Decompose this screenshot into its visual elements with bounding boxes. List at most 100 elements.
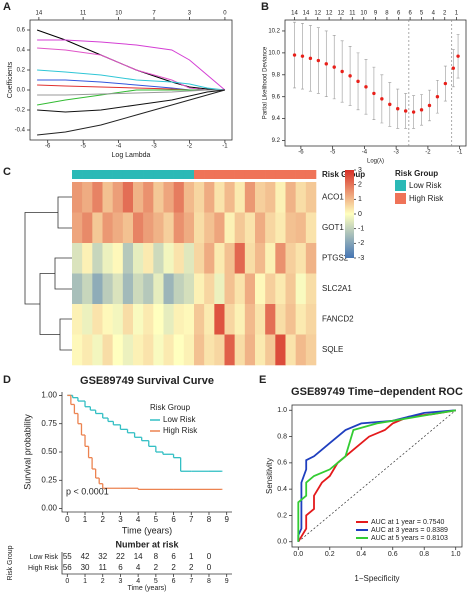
x-tick-label: 0.4 — [356, 551, 366, 558]
chart-title: GSE89749 Survival Curve — [80, 375, 214, 387]
top-tick-label: 4 — [432, 11, 436, 17]
cv-point — [348, 74, 352, 78]
heat-cell — [133, 243, 144, 274]
heat-cell — [133, 273, 144, 305]
colorbar-label: 3 — [358, 167, 362, 174]
risk-count: 2 — [171, 563, 176, 572]
heat-cell — [224, 182, 235, 213]
heat-cell — [194, 182, 205, 213]
heat-cell — [173, 273, 185, 305]
heat-cell — [305, 212, 317, 244]
annotation-label: Risk Group — [322, 170, 365, 179]
cv-point — [380, 97, 384, 101]
top-tick-label: 14 — [291, 11, 298, 17]
heat-cell — [163, 212, 174, 244]
risk-count: 42 — [81, 552, 90, 561]
heat-cell — [305, 273, 317, 305]
coef-path — [37, 89, 225, 113]
heat-cell — [285, 212, 296, 244]
colorbar — [345, 170, 354, 258]
x-tick-label: 0.6 — [388, 551, 398, 558]
colorbar-label: 0 — [358, 211, 362, 218]
cv-point — [435, 94, 440, 99]
risk-count: 6 — [118, 563, 123, 572]
x-tick-label: -5 — [80, 144, 86, 150]
heat-cell — [244, 334, 256, 366]
heat-cell — [194, 334, 205, 366]
group-cell — [194, 170, 205, 179]
heat-cell — [72, 182, 83, 213]
heat-cell — [234, 243, 246, 274]
x-tick-label: -3 — [151, 144, 157, 150]
group-cell — [295, 170, 307, 179]
top-tick-label: 12 — [314, 11, 321, 17]
top-tick-label: 7 — [152, 11, 156, 17]
cv-point — [308, 56, 313, 61]
heat-cell — [72, 304, 83, 335]
heat-cell — [285, 243, 296, 274]
axis-line — [61, 552, 232, 575]
x-tick-label: -2 — [187, 144, 193, 150]
risk-count: 4 — [136, 563, 141, 572]
row-label: FANCD2 — [322, 314, 354, 323]
plot-frame — [29, 19, 233, 141]
group-cell — [265, 170, 276, 179]
coef-path — [37, 39, 226, 91]
cv-point — [456, 54, 460, 58]
heat-cell — [244, 243, 256, 274]
heat-cell — [295, 273, 307, 305]
y-tick-label: 0.4 — [277, 486, 287, 493]
heat-cell — [224, 212, 235, 244]
heat-cell — [244, 182, 256, 213]
x-tick-label: 3 — [118, 515, 123, 524]
heat-cell — [163, 273, 174, 305]
x-tick-label: -6 — [298, 150, 304, 156]
heat-cell — [173, 334, 185, 366]
heat-cell — [183, 334, 195, 366]
row-label: ACO1 — [322, 192, 344, 201]
y-axis-label: Sensitivity — [265, 458, 274, 494]
x-tick-label: -4 — [362, 150, 368, 156]
group-cell — [122, 170, 134, 179]
heat-cell — [204, 334, 215, 366]
x-tick-label: 0 — [65, 578, 69, 585]
heat-cell — [143, 182, 154, 213]
group-cell — [214, 170, 225, 179]
row-label: GOT1 — [322, 223, 344, 232]
y-tick-label: 1.00 — [41, 391, 57, 400]
y-axis-label: Partial Likelihood Deviance — [263, 46, 269, 119]
group-cell — [153, 170, 164, 179]
heat-cell — [82, 212, 93, 244]
y-tick-label: 1.0 — [277, 407, 287, 414]
heat-cell — [153, 304, 164, 335]
group-cell — [234, 170, 246, 179]
cv-point — [403, 109, 408, 113]
heat-cell — [194, 273, 205, 305]
group-cell — [82, 170, 93, 179]
heat-cell — [194, 304, 205, 335]
heat-cell — [305, 243, 317, 274]
dendrogram-branch — [54, 257, 72, 290]
group-cell — [224, 170, 235, 179]
x-tick-label: 4 — [136, 515, 141, 524]
heat-cell — [183, 243, 195, 274]
heat-cell — [153, 273, 164, 305]
x-tick-label: 0.8 — [419, 551, 429, 558]
group-cell — [285, 170, 296, 179]
heat-cell — [214, 182, 225, 213]
coef-path — [37, 69, 225, 91]
heat-cell — [82, 334, 93, 366]
dendrogram-branch — [39, 273, 60, 335]
heat-cell — [92, 243, 103, 274]
risk-count: 56 — [63, 563, 72, 572]
cv-point — [427, 103, 432, 108]
x-tick-label: -6 — [45, 144, 51, 150]
cv-point — [419, 108, 424, 112]
y-tick-label: 0.0 — [277, 539, 287, 546]
heat-cell — [102, 182, 113, 213]
y-tick-label: 0.2 — [17, 68, 26, 74]
y-tick-label: 10.2 — [268, 29, 280, 35]
top-tick-label: 5 — [420, 11, 424, 17]
heat-cell — [173, 182, 185, 213]
